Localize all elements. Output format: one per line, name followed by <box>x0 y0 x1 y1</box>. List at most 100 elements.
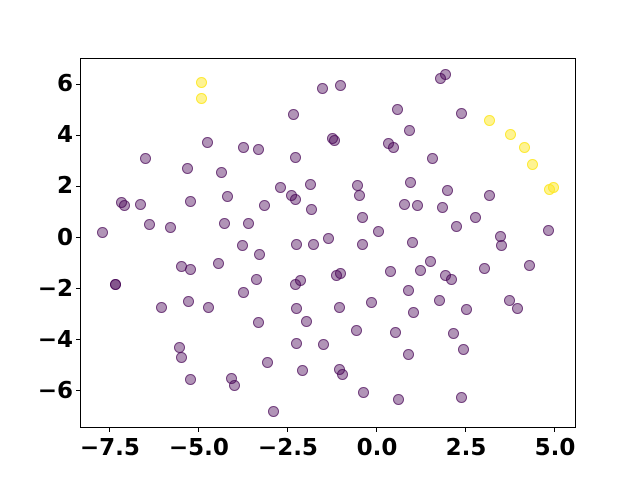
scatter-point-purple-cluster <box>392 394 404 406</box>
x-tick-mark <box>109 428 111 432</box>
scatter-point-purple-cluster <box>201 136 213 148</box>
y-tick-label: 4 <box>56 122 73 149</box>
scatter-point-purple-cluster <box>275 182 287 194</box>
scatter-point-purple-cluster <box>267 405 279 417</box>
scatter-point-purple-cluster <box>447 327 459 339</box>
y-tick-mark <box>76 339 80 341</box>
x-tick-mark <box>376 428 378 432</box>
scatter-point-purple-cluster <box>512 302 524 314</box>
y-tick-mark <box>76 390 80 392</box>
x-tick-mark <box>465 428 467 432</box>
x-tick-mark <box>198 428 200 432</box>
scatter-point-purple-cluster <box>455 108 467 120</box>
scatter-point-purple-cluster <box>297 364 309 376</box>
scatter-point-purple-cluster <box>222 190 234 202</box>
scatter-point-purple-cluster <box>425 256 437 267</box>
scatter-point-purple-cluster <box>308 238 320 250</box>
scatter-point-purple-cluster <box>237 239 249 251</box>
scatter-point-purple-cluster <box>402 348 414 360</box>
scatter-point-purple-cluster <box>185 263 197 275</box>
scatter-point-purple-cluster <box>461 303 473 315</box>
scatter-point-purple-cluster <box>253 317 265 329</box>
x-tick-mark <box>554 428 556 432</box>
scatter-point-purple-cluster <box>140 153 152 165</box>
scatter-point-yellow-cluster <box>195 93 207 105</box>
scatter-point-purple-cluster <box>414 265 426 277</box>
scatter-point-purple-cluster <box>336 369 348 381</box>
scatter-point-purple-cluster <box>318 338 330 350</box>
y-tick-label: 2 <box>56 173 73 200</box>
scatter-point-purple-cluster <box>258 199 270 211</box>
scatter-point-purple-cluster <box>404 176 416 188</box>
scatter-point-purple-cluster <box>184 195 196 207</box>
scatter-point-yellow-cluster <box>548 182 560 194</box>
scatter-point-purple-cluster <box>301 316 313 328</box>
x-tick-label: 2.5 <box>445 435 487 461</box>
scatter-point-purple-cluster <box>306 203 318 215</box>
scatter-point-purple-cluster <box>384 265 396 277</box>
scatter-point-purple-cluster <box>406 236 418 248</box>
scatter-point-purple-cluster <box>216 166 228 178</box>
scatter-point-purple-cluster <box>356 238 368 250</box>
scatter-point-purple-cluster <box>291 238 303 250</box>
scatter-point-yellow-cluster <box>504 128 516 140</box>
scatter-point-purple-cluster <box>261 357 273 369</box>
scatter-point-purple-cluster <box>440 69 452 81</box>
scatter-point-purple-cluster <box>334 301 346 313</box>
y-tick-label: −4 <box>37 326 73 353</box>
y-tick-mark <box>76 288 80 290</box>
scatter-point-purple-cluster <box>317 83 329 95</box>
scatter-point-purple-cluster <box>412 199 424 211</box>
y-tick-label: −6 <box>37 377 73 404</box>
scatter-point-purple-cluster <box>219 218 231 230</box>
y-tick-mark <box>76 134 80 136</box>
scatter-point-purple-cluster <box>182 296 194 308</box>
scatter-point-purple-cluster <box>357 387 369 399</box>
scatter-point-purple-cluster <box>478 262 490 274</box>
scatter-point-purple-cluster <box>253 249 265 261</box>
scatter-point-purple-cluster <box>156 302 168 314</box>
scatter-point-yellow-cluster <box>518 141 530 153</box>
scatter-point-purple-cluster <box>96 227 108 239</box>
x-tick-mark <box>287 428 289 432</box>
scatter-point-purple-cluster <box>408 306 420 318</box>
scatter-point-purple-cluster <box>228 379 240 391</box>
scatter-point-purple-cluster <box>182 162 194 174</box>
scatter-point-purple-cluster <box>373 225 385 237</box>
x-tick-label: −2.5 <box>257 435 318 461</box>
y-tick-mark <box>76 185 80 187</box>
scatter-point-yellow-cluster <box>527 159 539 171</box>
scatter-point-purple-cluster <box>252 143 264 155</box>
scatter-point-purple-cluster <box>165 222 177 234</box>
scatter-point-purple-cluster <box>451 220 463 232</box>
scatter-point-purple-cluster <box>290 337 302 349</box>
scatter-point-purple-cluster <box>404 124 416 136</box>
scatter-point-purple-cluster <box>427 152 439 164</box>
scatter-point-purple-cluster <box>455 391 467 403</box>
y-tick-label: 0 <box>56 224 73 251</box>
scatter-point-purple-cluster <box>389 326 401 338</box>
scatter-point-purple-cluster <box>290 302 302 314</box>
scatter-point-purple-cluster <box>119 200 131 212</box>
scatter-point-purple-cluster <box>470 212 482 224</box>
scatter-point-purple-cluster <box>388 142 400 154</box>
scatter-point-purple-cluster <box>496 239 508 251</box>
scatter-point-purple-cluster <box>109 279 121 291</box>
scatter-point-purple-cluster <box>523 260 535 272</box>
scatter-point-purple-cluster <box>323 233 335 245</box>
scatter-point-purple-cluster <box>366 296 378 308</box>
scatter-point-yellow-cluster <box>195 76 207 88</box>
y-tick-label: 6 <box>56 71 73 98</box>
scatter-point-purple-cluster <box>335 267 347 279</box>
x-tick-label: −5.0 <box>168 435 229 461</box>
scatter-point-purple-cluster <box>434 295 446 307</box>
scatter-point-purple-cluster <box>503 295 515 307</box>
y-tick-mark <box>76 237 80 238</box>
scatter-point-purple-cluster <box>441 185 453 197</box>
scatter-point-purple-cluster <box>543 224 555 236</box>
scatter-point-purple-cluster <box>402 285 414 297</box>
scatter-point-purple-cluster <box>289 193 301 205</box>
x-tick-label: 0.0 <box>356 435 398 461</box>
y-tick-label: −2 <box>37 275 73 302</box>
